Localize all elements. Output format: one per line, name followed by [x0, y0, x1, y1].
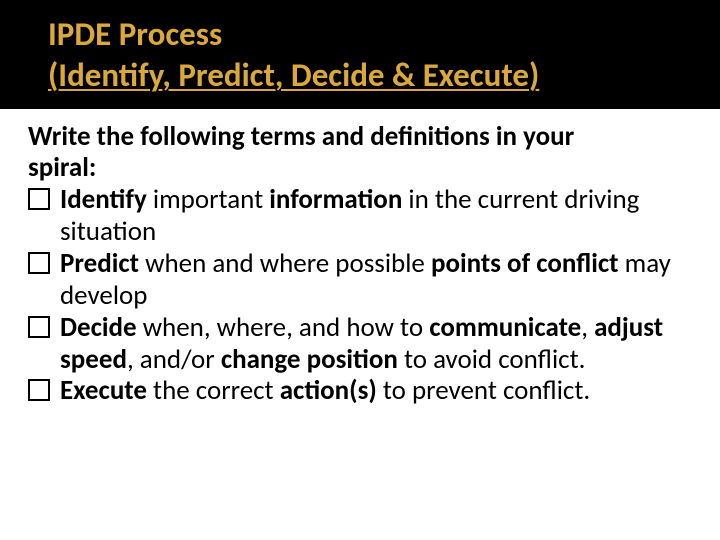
checkbox-icon [28, 252, 50, 274]
intro-text: Write the following terms and definition… [28, 121, 692, 185]
bullet-decide: Decide when, where, and how to communica… [28, 312, 692, 376]
bullet-term: Decide [60, 311, 137, 344]
bullet-text: , and/or [127, 343, 221, 376]
bullet-bold: communicate [429, 311, 581, 344]
bullet-bold: change position [221, 343, 398, 376]
bullet-term: Predict [60, 247, 139, 280]
bullet-text: important [147, 183, 269, 216]
intro-line-2: spiral: [28, 151, 96, 184]
bullet-text: the correct [147, 374, 280, 407]
checkbox-icon [28, 188, 50, 210]
bullet-text: when and where possible [139, 247, 431, 280]
bullet-bold: points of conflict [431, 247, 619, 280]
bullet-predict: Predict when and where possible points o… [28, 248, 692, 312]
bullet-tail: to prevent conflict. [377, 374, 590, 407]
bullet-bold: action(s) [280, 374, 377, 407]
body-area: Write the following terms and definition… [0, 109, 720, 408]
bullet-bold: information [269, 183, 402, 216]
bullet-text: , [581, 311, 594, 344]
checkbox-icon [28, 379, 50, 401]
title-line-2: (Identify, Predict, Decide & Execute) [48, 55, 720, 96]
intro-line-1: Write the following terms and definition… [28, 120, 574, 153]
bullet-execute: Execute the correct action(s) to prevent… [28, 375, 692, 407]
slide-container: IPDE Process (Identify, Predict, Decide … [0, 0, 720, 540]
bullet-tail: to avoid conflict. [398, 343, 586, 376]
title-band: IPDE Process (Identify, Predict, Decide … [0, 0, 720, 109]
title-line-1: IPDE Process [48, 14, 720, 55]
bullet-term: Identify [60, 183, 147, 216]
bullet-term: Execute [60, 374, 147, 407]
checkbox-icon [28, 316, 50, 338]
bullet-text: when, where, and how to [137, 311, 430, 344]
bullet-identify: Identify important information in the cu… [28, 184, 692, 248]
